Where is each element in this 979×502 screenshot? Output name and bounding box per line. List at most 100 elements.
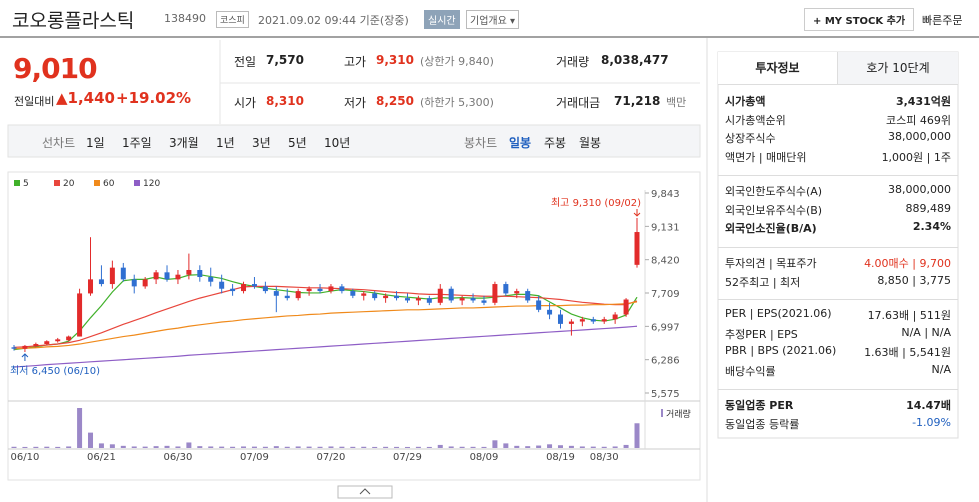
side-value: 14.47배 bbox=[906, 399, 951, 412]
tab[interactable]: 1주일 bbox=[122, 136, 152, 150]
volume-bar bbox=[197, 446, 203, 448]
candle-body bbox=[612, 314, 618, 320]
tab-group-label: 선차트 bbox=[42, 136, 76, 150]
side-value: 3,431억원 bbox=[895, 95, 951, 108]
candle-body bbox=[415, 298, 421, 301]
candle-body bbox=[251, 284, 257, 287]
separator bbox=[718, 299, 958, 300]
tab[interactable]: 10년 bbox=[324, 136, 351, 150]
overview-button[interactable]: 기업개요 ▾ bbox=[466, 10, 519, 29]
volume-bar bbox=[492, 440, 498, 448]
candle-body bbox=[372, 293, 378, 299]
candle-body bbox=[284, 295, 290, 299]
stock-code: 138490 bbox=[164, 12, 206, 25]
candle-body bbox=[22, 345, 28, 349]
legend-swatch bbox=[134, 180, 140, 186]
candle-body bbox=[153, 272, 159, 280]
candle-body bbox=[361, 293, 367, 296]
volume-bar bbox=[186, 442, 192, 448]
tab[interactable]: 3개월 bbox=[169, 136, 199, 150]
candle-body bbox=[131, 279, 137, 287]
candle-body bbox=[350, 291, 356, 296]
volume-bar bbox=[44, 446, 50, 448]
side-label: 동일업종 PER bbox=[725, 399, 794, 412]
side-label: 액면가 | 매매단위 bbox=[725, 150, 807, 164]
y-tick-label: 6,997 bbox=[651, 322, 680, 333]
volume-bar bbox=[241, 446, 247, 448]
tab[interactable]: 1일 bbox=[86, 136, 105, 150]
candle-body bbox=[470, 298, 476, 301]
candle-body bbox=[328, 286, 334, 292]
side-value: 38,000,000 bbox=[888, 130, 951, 143]
collapse-button[interactable] bbox=[337, 485, 393, 499]
legend-label: 60 bbox=[103, 179, 115, 189]
change: ▲1,440 bbox=[56, 89, 115, 107]
stock-name: 코오롱플라스틱 bbox=[12, 10, 135, 32]
candle-body bbox=[394, 295, 400, 299]
legend-swatch bbox=[54, 180, 60, 186]
volume-bar bbox=[88, 432, 94, 448]
candle-body bbox=[437, 288, 443, 303]
tab[interactable]: 월봉 bbox=[579, 136, 602, 150]
volume-bar bbox=[568, 445, 574, 448]
candle-body bbox=[66, 336, 72, 341]
side-label: 52주최고 | 최저 bbox=[725, 275, 801, 289]
side-label: 투자의견 | 목표주가 bbox=[725, 257, 817, 270]
candle-body bbox=[492, 284, 498, 303]
volume-bar bbox=[481, 446, 487, 448]
realtime-badge[interactable]: 실시간 bbox=[424, 10, 460, 29]
volume-bar bbox=[623, 444, 629, 448]
x-tick-label: 07/29 bbox=[393, 452, 422, 463]
volume-bar bbox=[66, 446, 72, 448]
candle-body bbox=[175, 274, 181, 280]
tab[interactable]: 3년 bbox=[252, 136, 271, 150]
candle-body bbox=[317, 288, 323, 292]
legend-swatch bbox=[14, 180, 20, 186]
volume-bar bbox=[120, 445, 126, 448]
tab[interactable]: 주봉 bbox=[544, 136, 567, 150]
quick-order[interactable]: 빠른주문 bbox=[922, 14, 963, 27]
moving-average bbox=[13, 325, 638, 368]
candle-body bbox=[459, 298, 465, 301]
volume-bar bbox=[306, 446, 312, 448]
quote-value: 8,250 bbox=[376, 94, 414, 108]
candle-body bbox=[164, 272, 170, 280]
tab-bar bbox=[7, 124, 701, 158]
legend-label: 20 bbox=[63, 179, 75, 189]
tab[interactable]: 일봉 bbox=[509, 136, 532, 150]
y-tick-label: 8,420 bbox=[651, 256, 680, 267]
side-tab[interactable]: 투자정보 bbox=[718, 52, 838, 85]
volume-bar bbox=[470, 446, 476, 448]
volume-legend-swatch bbox=[661, 409, 663, 417]
separator bbox=[718, 247, 958, 248]
chart-frame bbox=[7, 171, 701, 481]
volume-bar bbox=[317, 446, 323, 448]
volume-bar bbox=[284, 446, 290, 448]
candle-body bbox=[186, 269, 192, 275]
volume-bar bbox=[394, 446, 400, 448]
candle-body bbox=[33, 344, 39, 346]
candle-body bbox=[197, 269, 203, 278]
candle-body bbox=[426, 298, 432, 303]
mystock-button[interactable]: + MY STOCK 추가 bbox=[804, 8, 915, 31]
side-tab[interactable]: 호가 10단계 bbox=[838, 52, 958, 85]
volume-bar bbox=[372, 446, 378, 448]
market-badge: 코스피 bbox=[216, 11, 249, 28]
tab[interactable]: 5년 bbox=[288, 136, 307, 150]
volume-bar bbox=[525, 446, 531, 448]
quote-label: 고가 bbox=[344, 55, 367, 69]
quote-value: 8,038,477 bbox=[601, 53, 669, 67]
change-rate: +19.02% bbox=[116, 89, 192, 107]
volume-bar bbox=[22, 446, 28, 448]
side-label: 동일업종 등락률 bbox=[725, 417, 800, 431]
separator bbox=[718, 389, 958, 390]
x-tick-label: 08/19 bbox=[546, 452, 575, 463]
candle-body bbox=[77, 293, 83, 337]
min-arrow bbox=[21, 353, 29, 361]
tab[interactable]: 1년 bbox=[216, 136, 235, 150]
collapse-icon bbox=[359, 488, 371, 495]
volume-bar bbox=[251, 446, 257, 448]
volume-bar bbox=[514, 445, 520, 448]
candle-body bbox=[568, 321, 574, 324]
separator bbox=[718, 175, 958, 176]
